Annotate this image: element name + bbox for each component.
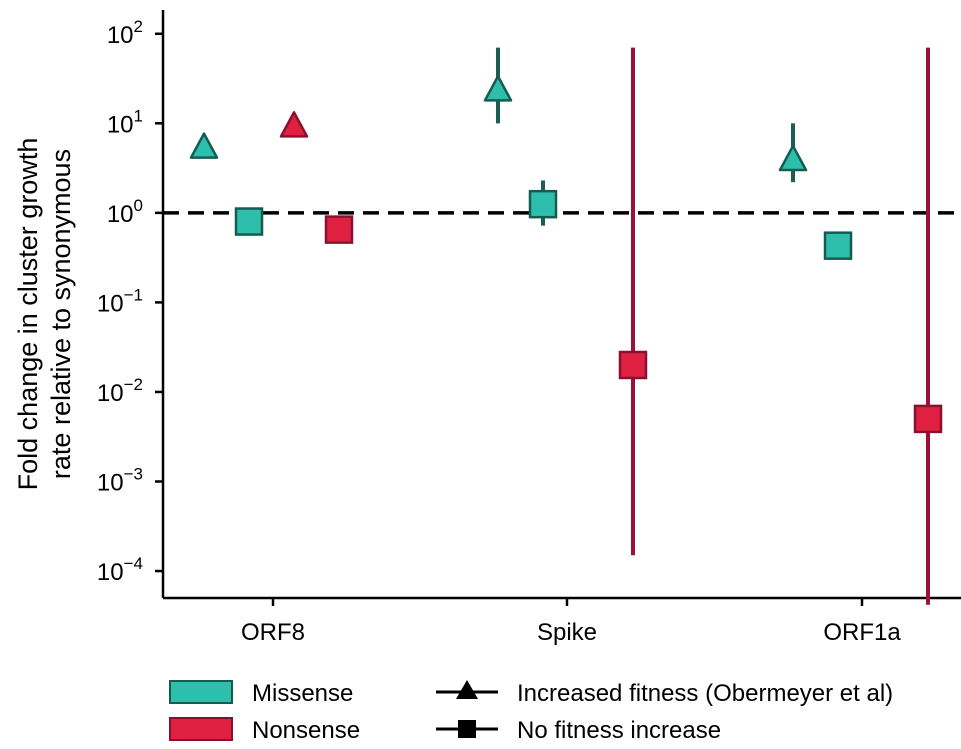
legend-key-square <box>458 720 476 738</box>
legend-label-nonsense: Nonsense <box>252 717 360 744</box>
y-tick-label: 10−1 <box>97 285 143 317</box>
legend-label-triangle: Increased fitness (Obermeyer et al) <box>517 680 893 707</box>
y-tick-label: 102 <box>107 17 143 49</box>
point-orf8-missense-square <box>234 207 264 236</box>
y-tick-label: 10−3 <box>97 464 143 496</box>
y-axis-title: Fold change in cluster growth rate relati… <box>13 138 76 491</box>
legend-label-square: No fitness increase <box>517 717 721 744</box>
y-tick-label: 101 <box>107 106 143 138</box>
chart-marks <box>163 47 961 605</box>
x-tick-label-spike: Spike <box>537 619 597 646</box>
point-orf8-nonsense-square <box>324 215 354 244</box>
point-orf8-nonsense-triangle <box>279 111 309 138</box>
legend-key-triangle <box>456 680 478 699</box>
point-orf1a-nonsense-square <box>913 404 943 434</box>
legend: Missense Nonsense Increased fitness (Oberm… <box>169 680 893 744</box>
y-tick-label: 100 <box>107 196 143 228</box>
legend-label-missense: Missense <box>252 680 353 707</box>
point-spike-nonsense-square <box>618 350 648 380</box>
point-spike-missense-square <box>528 189 558 219</box>
y-tick-label: 10−2 <box>97 375 143 407</box>
point-orf1a-missense-triangle <box>778 144 808 172</box>
point-orf8-missense-triangle <box>189 132 219 159</box>
x-tick-label-orf1a: ORF1a <box>823 619 901 646</box>
axes: 102 101 100 10−1 10−2 10−3 10−4 ORF8 Spike ORF1a F… <box>13 10 961 646</box>
legend-key-missense <box>169 680 233 704</box>
x-tick-label-orf8: ORF8 <box>241 619 305 646</box>
legend-key-nonsense <box>169 717 233 741</box>
point-orf1a-missense-square <box>823 231 853 260</box>
y-tick-label: 10−4 <box>97 554 143 586</box>
point-spike-missense-triangle <box>483 75 513 102</box>
